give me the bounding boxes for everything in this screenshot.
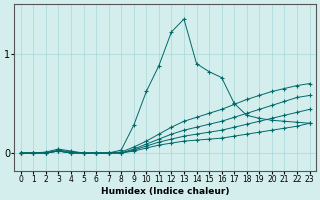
X-axis label: Humidex (Indice chaleur): Humidex (Indice chaleur) bbox=[101, 187, 229, 196]
